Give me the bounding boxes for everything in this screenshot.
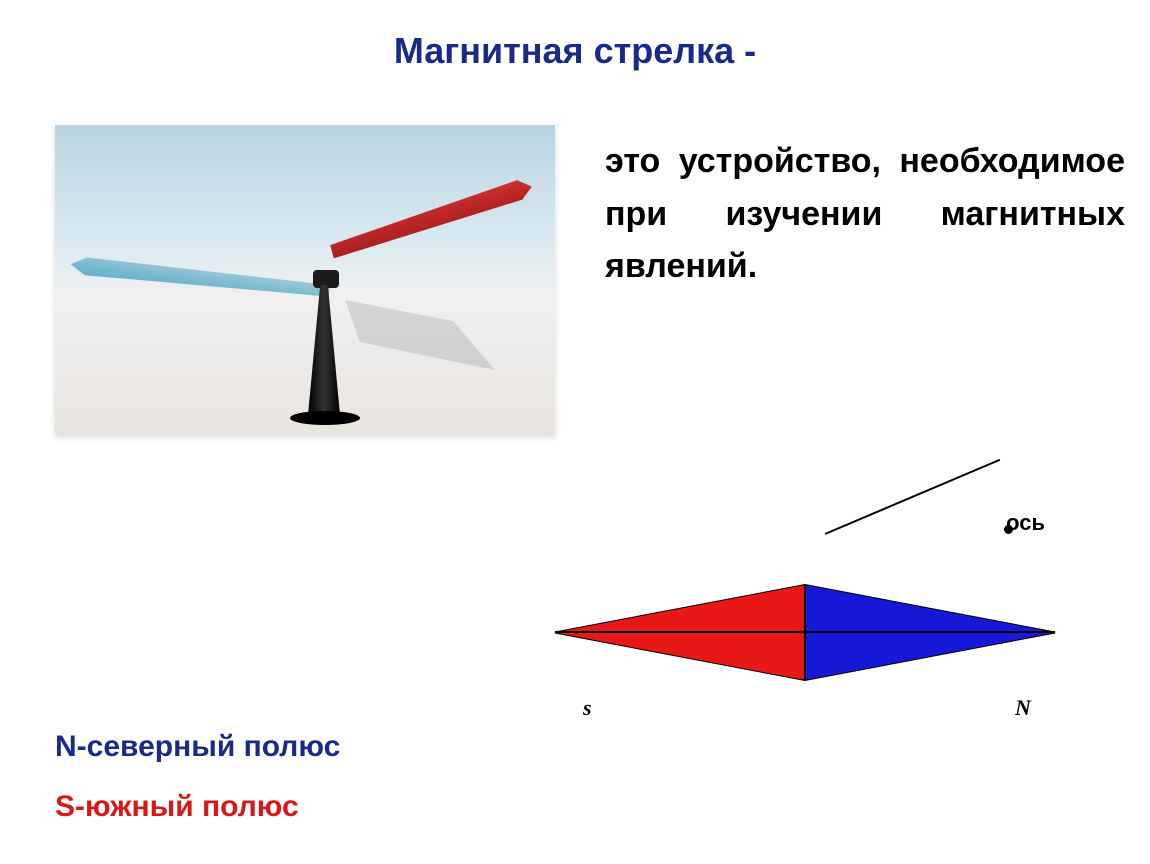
north-pole-label: N bbox=[1015, 695, 1031, 721]
axis-line bbox=[825, 459, 1001, 535]
rhombus-midline bbox=[555, 631, 1055, 633]
stand-pole bbox=[308, 285, 340, 415]
stand-base bbox=[290, 411, 360, 425]
compass-needle-photo bbox=[55, 125, 555, 435]
axis-dot-icon bbox=[1004, 525, 1013, 534]
legend-south: S-южный полюс bbox=[55, 790, 299, 824]
page-title: Магнитная стрелка - bbox=[0, 30, 1150, 72]
needle-shadow bbox=[345, 300, 495, 370]
description-text: это устройство, необходимое при изучении… bbox=[605, 135, 1125, 293]
rhombus-diagram: ось s N bbox=[535, 510, 1075, 740]
needle-north-half bbox=[324, 169, 536, 258]
south-pole-label: s bbox=[583, 695, 592, 721]
needle-south-half bbox=[68, 249, 330, 317]
legend-north: N-северный полюс bbox=[55, 730, 340, 764]
